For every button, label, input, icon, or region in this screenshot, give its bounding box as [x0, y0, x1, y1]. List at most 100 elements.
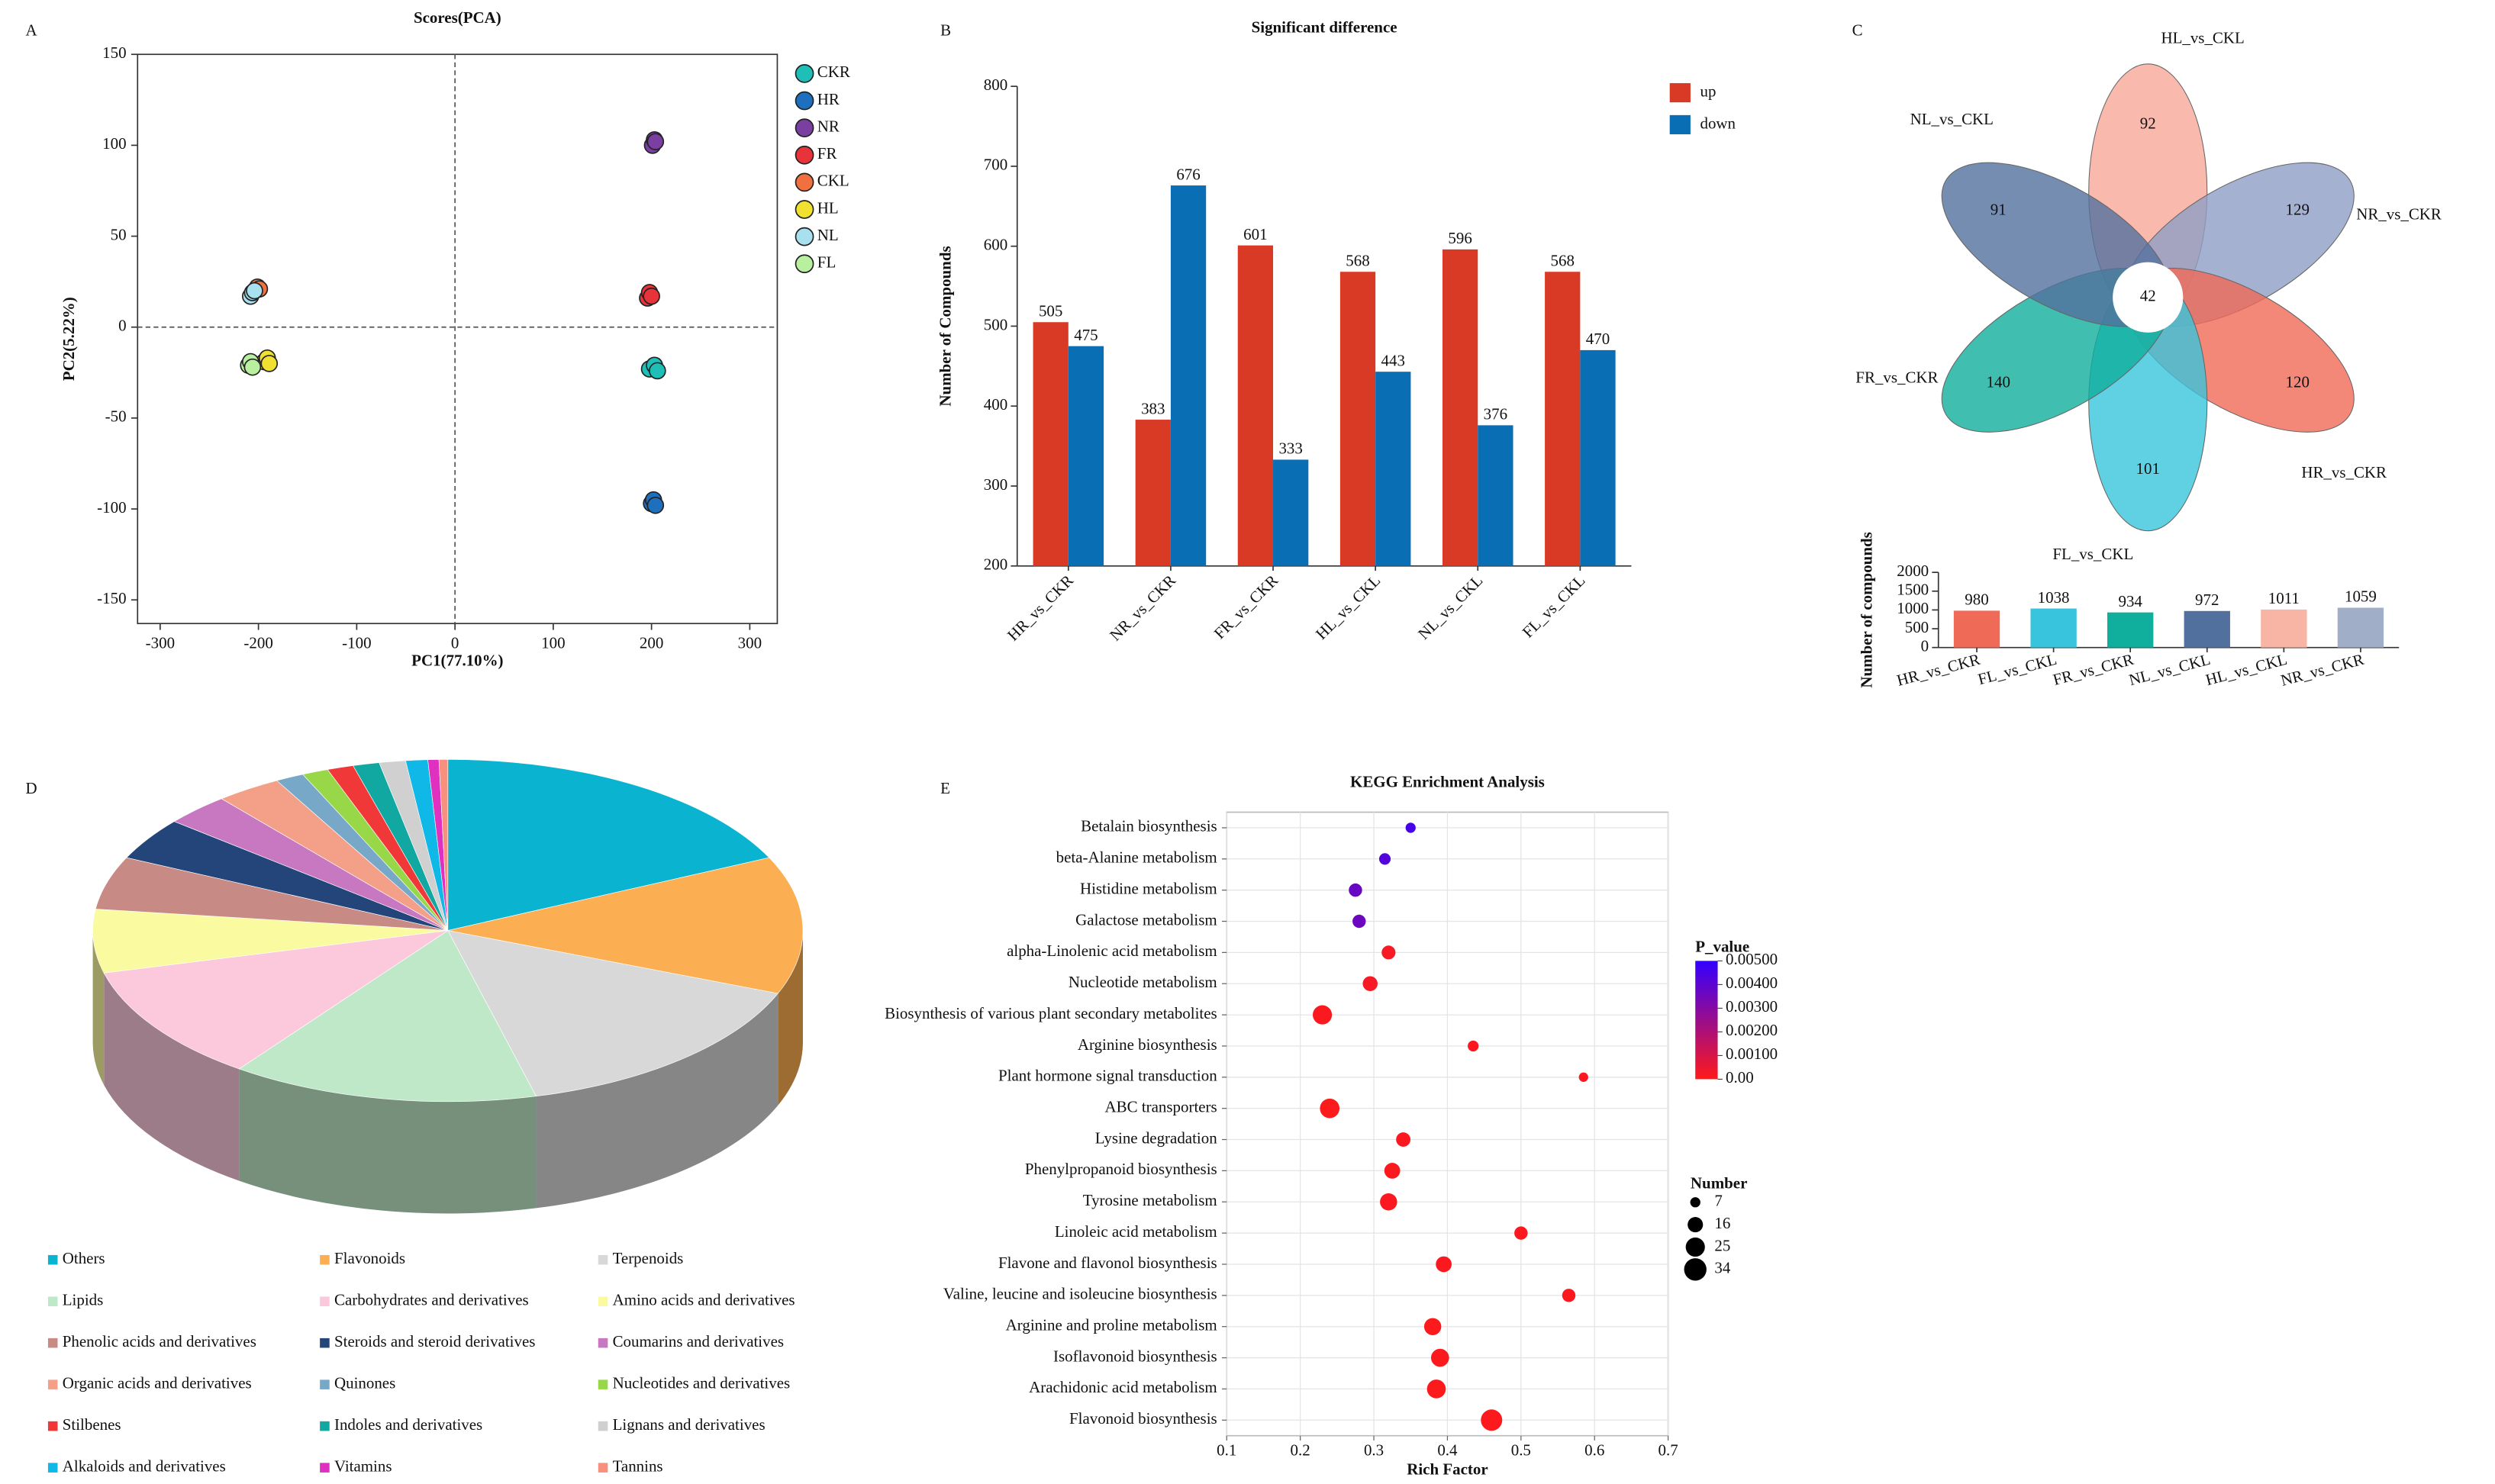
colorbar-label: 0.00400 — [1726, 974, 1778, 992]
bar — [1033, 322, 1069, 566]
x-tick-label: FL_vs_CKL — [1976, 650, 2058, 689]
legend-marker — [598, 1338, 608, 1348]
legend-marker — [795, 227, 814, 246]
legend-label: Indoles and derivatives — [334, 1415, 482, 1434]
legend-label: Stilbenes — [63, 1415, 121, 1434]
y-tick-label: Arachidonic acid metabolism — [1029, 1378, 1217, 1396]
point — [643, 287, 660, 305]
legend-label: Tannins — [613, 1457, 663, 1475]
bar — [1170, 185, 1207, 566]
y-tick-label: 200 — [984, 555, 1007, 574]
y-tick-label: 1000 — [1897, 599, 1929, 617]
legend-marker — [795, 172, 814, 192]
y-tick-label: -50 — [105, 407, 127, 426]
legend-label: FL — [817, 253, 836, 272]
bar — [1068, 346, 1104, 566]
pie-slice — [447, 857, 804, 994]
size-legend-label: 16 — [1714, 1214, 1730, 1232]
value-label: 1038 — [2038, 588, 2070, 607]
legend-label: CKL — [817, 172, 849, 190]
bar — [1953, 610, 2000, 648]
y-tick-label: 50 — [111, 225, 127, 243]
legend-marker — [795, 145, 814, 165]
y-tick-label: 100 — [102, 134, 126, 153]
value-label: 980 — [1965, 591, 1988, 609]
point — [1481, 1409, 1503, 1431]
x-tick-label: FR_vs_CKR — [1210, 571, 1282, 643]
bar — [2337, 607, 2384, 648]
point — [1423, 1318, 1442, 1335]
y-tick-label: 800 — [984, 76, 1007, 94]
bar — [1273, 459, 1309, 566]
y-tick-label: Isoflavonoid biosynthesis — [1053, 1347, 1217, 1365]
value-label: 383 — [1141, 399, 1165, 417]
value-label: 376 — [1484, 405, 1507, 423]
x-tick-label: HL_vs_CKL — [2203, 650, 2289, 689]
size-legend-marker — [1685, 1237, 1705, 1257]
legend-marker — [320, 1421, 330, 1431]
point — [1405, 822, 1416, 833]
bar — [2030, 608, 2077, 648]
legend-label: Flavonoids — [334, 1249, 405, 1267]
pie-slice — [95, 857, 448, 931]
size-legend-title: Number — [1691, 1174, 1747, 1193]
value-label: 505 — [1039, 301, 1062, 320]
bar — [1478, 425, 1513, 566]
y-tick-label: Flavonoid biosynthesis — [1069, 1409, 1217, 1428]
legend-marker — [47, 1296, 58, 1306]
chart-title: Significant difference — [1252, 18, 1397, 37]
x-tick-label: 0.3 — [1364, 1441, 1384, 1459]
legend-marker — [795, 118, 814, 137]
y-axis-label: Number of compounds — [1857, 532, 1875, 687]
x-tick-label: NR_vs_CKR — [2279, 650, 2366, 690]
panel-label: E — [940, 779, 950, 797]
pie-slice — [447, 759, 770, 931]
size-legend-label: 34 — [1714, 1259, 1730, 1277]
legend-marker — [320, 1379, 330, 1389]
size-legend-marker — [1688, 1217, 1704, 1233]
value-label: 972 — [2195, 591, 2219, 609]
x-tick-label: 200 — [640, 633, 663, 652]
legend-label: FR — [817, 144, 837, 163]
legend-label: Organic acids and derivatives — [63, 1373, 252, 1392]
legend-marker — [795, 91, 814, 111]
x-tick-label: HL_vs_CKL — [1312, 571, 1384, 643]
size-legend-marker — [1684, 1258, 1707, 1281]
x-tick-label: 0.7 — [1658, 1441, 1678, 1459]
x-tick-label: 0.6 — [1584, 1441, 1604, 1459]
y-tick-label: 500 — [984, 315, 1007, 333]
bar — [2107, 612, 2154, 648]
x-tick-label: HR_vs_CKR — [1895, 650, 1982, 690]
legend-marker — [47, 1338, 58, 1348]
value-label: 1059 — [2345, 587, 2377, 606]
panel-label: B — [940, 21, 951, 40]
legend-marker — [320, 1296, 330, 1306]
y-tick-label: 300 — [984, 475, 1007, 494]
point — [1362, 976, 1378, 991]
legend-label: Quinones — [334, 1373, 395, 1392]
petal-count: 120 — [2286, 373, 2310, 391]
x-tick-label: 100 — [541, 633, 565, 652]
panel-label: C — [1852, 21, 1863, 40]
legend-label: NL — [817, 226, 839, 244]
y-tick-label: Tyrosine metabolism — [1083, 1191, 1217, 1209]
colorbar-title: P_value — [1695, 937, 1749, 955]
legend-label: CKR — [817, 63, 850, 81]
point — [1468, 1040, 1479, 1052]
legend-label: HR — [817, 90, 840, 108]
core — [2113, 262, 2184, 333]
y-tick-label: 2000 — [1897, 562, 1929, 580]
petal-count: 140 — [1987, 373, 2010, 391]
point — [1426, 1379, 1446, 1399]
y-tick-label: Nucleotide metabolism — [1069, 973, 1217, 991]
y-tick-label: Plant hormone signal transduction — [998, 1067, 1217, 1085]
value-label: 475 — [1074, 326, 1098, 344]
pie-side — [104, 973, 240, 1181]
y-tick-label: beta-Alanine metabolism — [1056, 848, 1217, 867]
legend-marker — [598, 1296, 608, 1306]
legend-marker — [598, 1379, 608, 1389]
legend-label: HL — [817, 198, 839, 217]
y-tick-label: 600 — [984, 236, 1007, 254]
legend-label: Nucleotides and derivatives — [613, 1373, 791, 1392]
